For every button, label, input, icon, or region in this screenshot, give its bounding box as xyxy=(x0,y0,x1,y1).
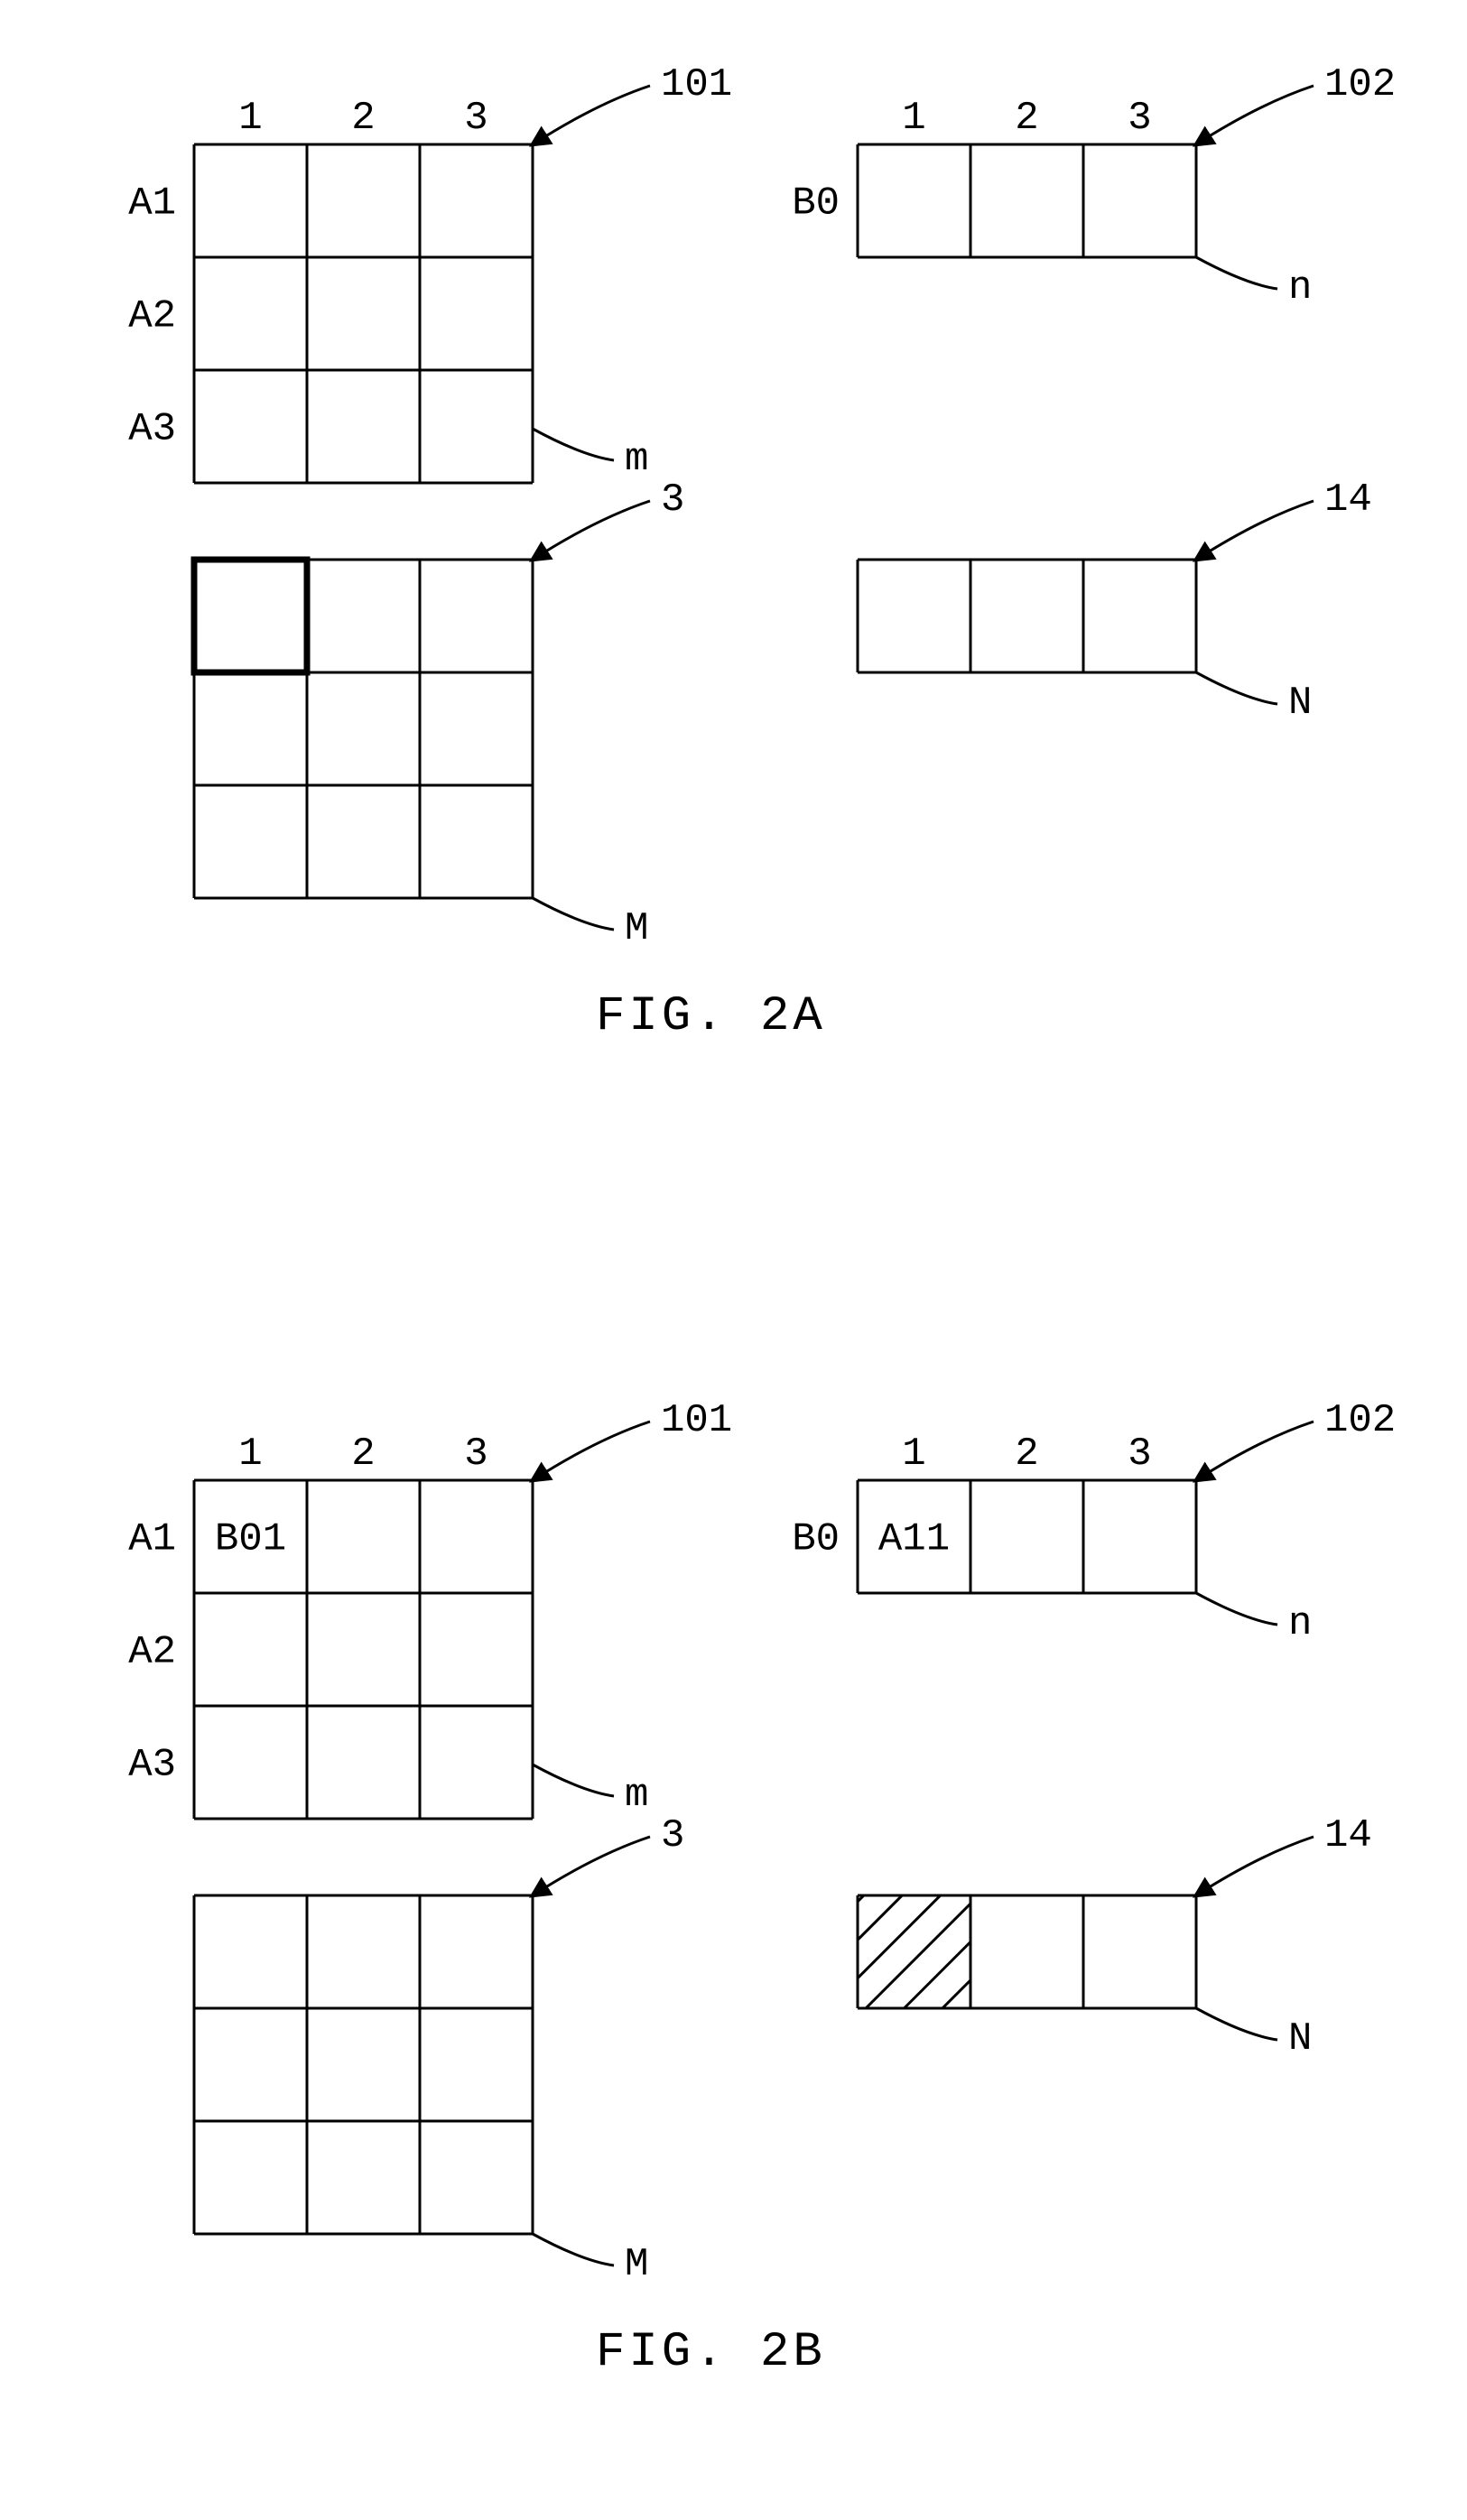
figure-caption: FIG. 2B xyxy=(596,2325,826,2380)
grid-14-callout-leader xyxy=(1196,672,1277,704)
grid-14-callout-label: N xyxy=(1288,681,1312,726)
grid-102-callout-leader xyxy=(1196,1422,1314,1480)
grid-102-callout-label: n xyxy=(1288,265,1312,310)
grid-101-cell-text: B01 xyxy=(215,1517,286,1562)
grid-3-callout-label: 3 xyxy=(661,477,684,523)
grid-101-callout-label: m xyxy=(625,437,648,482)
grid-101-callout-leader xyxy=(533,429,614,460)
grid-102-callout-label: n xyxy=(1288,1601,1312,1646)
grid-102-col-header: 3 xyxy=(1128,1431,1151,1477)
grid-14-callout-leader xyxy=(1196,1837,1314,1895)
grid-101-callout-leader xyxy=(533,1765,614,1796)
grid-102-callout-label: 102 xyxy=(1324,62,1396,107)
grid-101-row-header: A1 xyxy=(128,1517,176,1562)
figure-caption: FIG. 2A xyxy=(596,989,826,1044)
grid-102-callout-leader xyxy=(1196,257,1277,289)
grid-14-callout-leader xyxy=(1196,2008,1277,2040)
grid-102-row-header: B0 xyxy=(792,1517,840,1562)
grid-102-col-header: 1 xyxy=(902,96,925,141)
grid-3-callout-leader xyxy=(533,501,650,560)
grid-101-col-header: 2 xyxy=(351,96,375,141)
diagram-canvas: 1 2 3 A1 A2 A3 101 m 1 2 3 B0 102 n 3 M 14 N FIG. 2A 1 2 3 A1 A… xyxy=(0,0,1467,2520)
grid-101-col-header: 3 xyxy=(464,1431,487,1477)
grid-102-callout-label: 102 xyxy=(1324,1398,1396,1443)
grid-14-callout-leader xyxy=(1196,501,1314,560)
grid-3-callout-leader xyxy=(533,2234,614,2265)
grid-3-callout-label: M xyxy=(625,2242,648,2287)
grid-101-callout-leader xyxy=(533,86,650,144)
grid-102-col-header: 2 xyxy=(1015,1431,1038,1477)
grid-3-callout-label: M xyxy=(625,906,648,951)
grid-102-row-header: B0 xyxy=(792,181,840,227)
grid-3-callout-leader xyxy=(533,1837,650,1895)
grid-101-row-header: A2 xyxy=(128,294,176,339)
grid-102-cell-text: A11 xyxy=(878,1517,950,1562)
grid-101-row-header: A3 xyxy=(128,407,176,452)
grid-101-row-header: A3 xyxy=(128,1743,176,1788)
grid-101-callout-leader xyxy=(533,1422,650,1480)
grid-102-col-header: 2 xyxy=(1015,96,1038,141)
grid-3-callout-label: 3 xyxy=(661,1813,684,1858)
grid-14-callout-label: N xyxy=(1288,2016,1312,2061)
grid-14-callout-label: 14 xyxy=(1324,477,1372,523)
grid-101-col-header: 1 xyxy=(238,1431,262,1477)
grid-101-col-header: 1 xyxy=(238,96,262,141)
grid-101-callout-label: m xyxy=(625,1773,648,1818)
grid-14-callout-label: 14 xyxy=(1324,1813,1372,1858)
grid-101-row-header: A1 xyxy=(128,181,176,227)
grid-101-callout-label: 101 xyxy=(661,1398,732,1443)
grid-102-callout-leader xyxy=(1196,1593,1277,1625)
grid-3-heavy-cell xyxy=(194,560,307,672)
grid-102-callout-leader xyxy=(1196,86,1314,144)
grid-102-col-header: 1 xyxy=(902,1431,925,1477)
grid-102-col-header: 3 xyxy=(1128,96,1151,141)
grid-101-col-header: 3 xyxy=(464,96,487,141)
grid-101-row-header: A2 xyxy=(128,1630,176,1675)
grid-101-callout-label: 101 xyxy=(661,62,732,107)
grid-3-callout-leader xyxy=(533,898,614,930)
grid-101-col-header: 2 xyxy=(351,1431,375,1477)
grid-14-hatched-cell xyxy=(858,1895,970,2008)
